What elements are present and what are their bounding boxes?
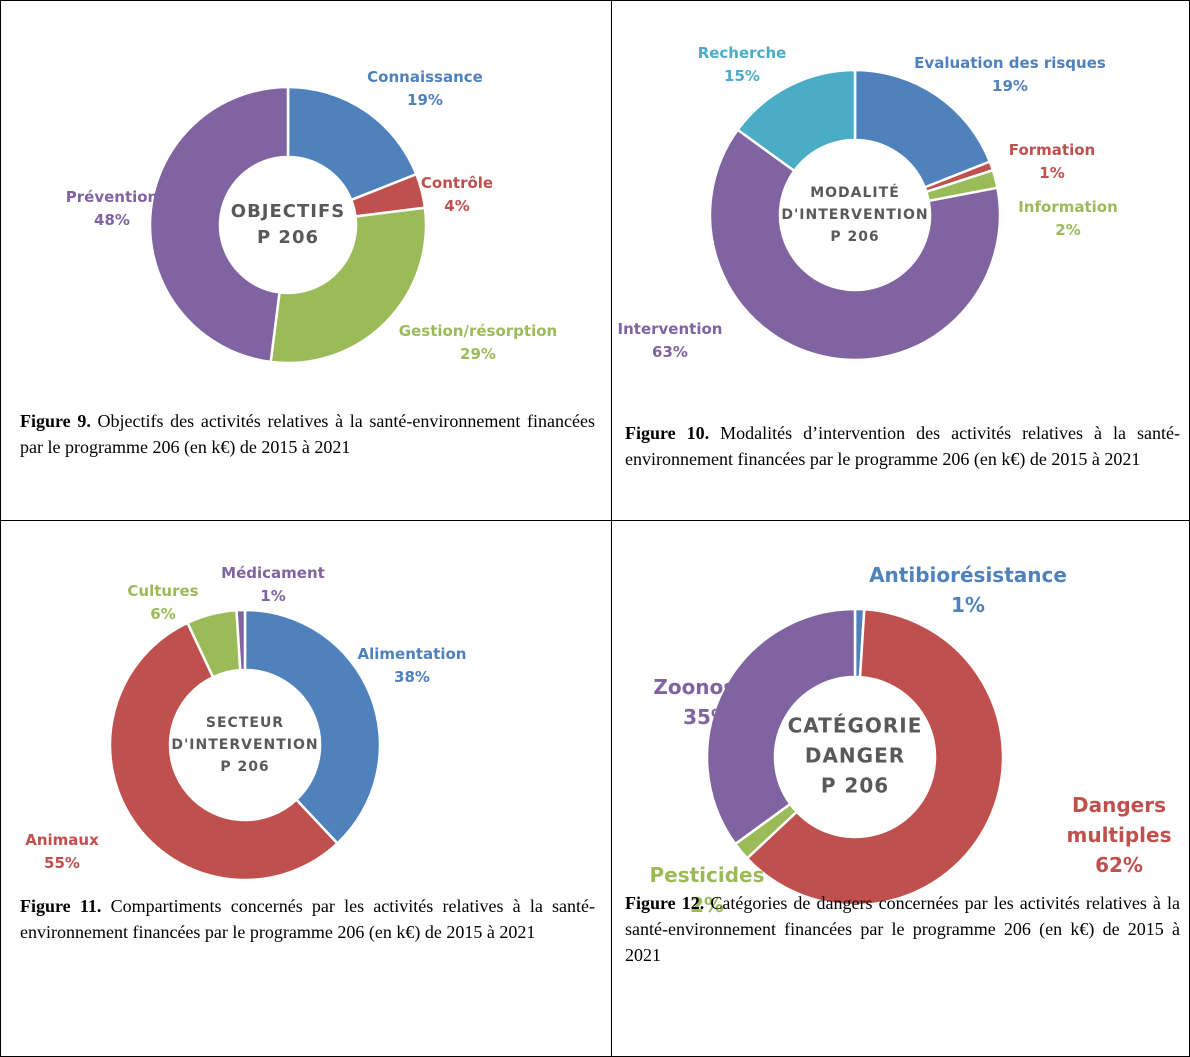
slice-label: Evaluation des risques 19% xyxy=(914,52,1106,97)
slice-label: Alimentation 38% xyxy=(358,643,467,688)
value-label: 4% xyxy=(444,196,470,215)
slice-label: Cultures 6% xyxy=(127,580,198,625)
caption-text: Catégories de dangers concernées par les… xyxy=(625,893,1180,966)
caption-text: Objectifs des activités relatives à la s… xyxy=(20,411,595,458)
category-label: Zoonoses xyxy=(653,675,761,699)
category-label: Contrôle xyxy=(420,174,494,192)
category-label: Information xyxy=(1018,198,1118,216)
caption: Figure 12. Catégories de dangers concern… xyxy=(625,890,1180,968)
center-label: D'INTERVENTION xyxy=(781,207,928,223)
caption: Figure 9. Objectifs des activités relati… xyxy=(20,408,595,460)
value-label: 1% xyxy=(951,593,985,617)
center-label: P 206 xyxy=(821,774,889,798)
value-label: 6% xyxy=(150,604,176,623)
category-label: Antibiorésistance xyxy=(869,563,1067,587)
category-label: Recherche xyxy=(697,44,787,62)
value-label: 15% xyxy=(724,66,760,85)
caption-label: Figure 11. xyxy=(20,896,102,916)
donut-slice xyxy=(235,608,247,672)
category-label: Animaux xyxy=(25,831,99,849)
value-label: 62% xyxy=(1095,853,1143,877)
donut-slice xyxy=(243,608,382,846)
donut-slice xyxy=(269,206,428,365)
donut-slice xyxy=(705,607,857,846)
center-label: OBJECTIFS xyxy=(231,201,345,222)
value-label: 48% xyxy=(94,210,130,229)
donut-slice xyxy=(148,85,290,364)
slice-label: Intervention 63% xyxy=(618,318,723,363)
center-label: P 206 xyxy=(257,227,319,248)
slice-label: Zoonoses 35% xyxy=(653,672,760,732)
slice-label: Formation 1% xyxy=(1009,139,1095,184)
category-label: Cultures xyxy=(127,582,199,600)
slice-label: Gestion/résorption 29% xyxy=(399,320,557,365)
value-label: 38% xyxy=(394,667,430,686)
category-label: Médicament xyxy=(221,564,325,582)
category-label: Alimentation xyxy=(357,645,467,663)
category-label: Formation xyxy=(1008,141,1096,159)
value-label: 63% xyxy=(652,342,688,361)
value-label: 1% xyxy=(260,586,286,605)
category-label: Pesticides xyxy=(649,863,765,887)
center-label: P 206 xyxy=(220,759,269,775)
value-label: 2% xyxy=(1055,220,1081,239)
category-label: Dangers multiples xyxy=(1066,793,1172,847)
donut-slice xyxy=(286,85,418,202)
center-label: P 206 xyxy=(830,229,879,245)
category-label: Gestion/résorption xyxy=(398,322,558,340)
category-label: Intervention xyxy=(617,320,723,338)
donut-slice xyxy=(853,68,992,190)
value-label: 35% xyxy=(683,705,731,729)
slice-label: Animaux 55% xyxy=(25,829,99,874)
category-label: Evaluation des risques xyxy=(914,54,1106,72)
value-label: 2% xyxy=(690,893,724,917)
center-label: DANGER xyxy=(805,744,905,768)
caption-text: Compartiments concernés par les activité… xyxy=(20,896,596,943)
slice-label: Connaissance 19% xyxy=(367,66,483,111)
value-label: 19% xyxy=(992,76,1028,95)
slice-label: Dangers multiples 62% xyxy=(1064,790,1174,880)
value-label: 1% xyxy=(1039,163,1065,182)
center-label: CATÉGORIE xyxy=(788,714,923,738)
donut-slice xyxy=(708,128,1002,362)
slice-label: Prévention 48% xyxy=(66,186,159,231)
caption: Figure 10. Modalités d’intervention des … xyxy=(625,420,1180,472)
value-label: 55% xyxy=(44,853,80,872)
center-label: MODALITÉ xyxy=(810,184,900,201)
caption: Figure 11. Compartiments concernés par l… xyxy=(20,893,595,945)
center-label: D'INTERVENTION xyxy=(171,737,318,753)
caption-label: Figure 9. xyxy=(20,411,91,431)
slice-label: Recherche 15% xyxy=(698,42,787,87)
category-label: Prévention xyxy=(65,188,159,206)
slice-label: Antibiorésistance 1% xyxy=(869,560,1067,620)
donut-slice xyxy=(735,68,857,173)
category-label: Connaissance xyxy=(367,68,483,86)
donut-slice xyxy=(108,621,340,882)
caption-text: Modalités d’intervention des activités r… xyxy=(625,423,1180,470)
slice-label: Médicament 1% xyxy=(221,562,325,607)
slice-label: Contrôle 4% xyxy=(421,172,493,217)
caption-label: Figure 12. xyxy=(625,893,705,913)
caption-label: Figure 10. xyxy=(625,423,710,443)
slice-label: Pesticides 2% xyxy=(649,860,764,920)
slice-label: Information 2% xyxy=(1018,196,1118,241)
donut-slice xyxy=(745,607,1005,907)
value-label: 29% xyxy=(460,344,496,363)
value-label: 19% xyxy=(407,90,443,109)
center-label: SECTEUR xyxy=(206,715,284,731)
